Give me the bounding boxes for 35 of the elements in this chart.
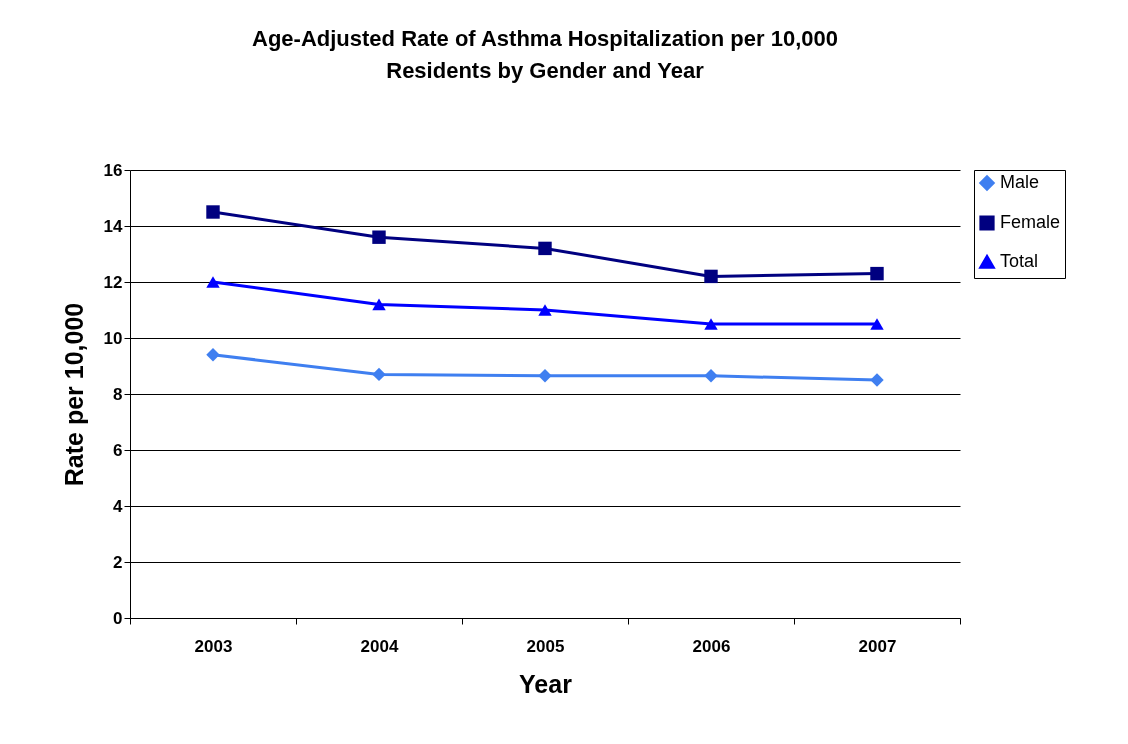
point [704,269,718,284]
point [704,369,718,383]
y-tick-label: 4 [113,496,124,516]
point [538,241,552,256]
legend-label: Female [1000,212,1061,232]
legend-label: Male [1000,172,1040,192]
y-tick-label: 12 [103,272,123,292]
point [704,318,718,330]
point [372,298,386,311]
point [538,304,552,316]
y-tick-label: 8 [113,384,123,404]
point [372,230,386,244]
x-tick-label: 2006 [692,636,731,656]
x-tick-label: 2005 [526,636,565,656]
point [870,266,884,281]
x-tick-label: 2004 [360,636,399,656]
point [870,318,884,330]
point [206,205,220,219]
y-tick-label: 16 [103,160,123,180]
x-tick-label: 2007 [858,636,897,656]
y-tick-label: 6 [113,440,123,460]
point [206,276,220,288]
chart-title: Age-Adjusted Rate of Asthma Hospitalization per 10,000 Residents by Gender and Year [252,26,838,83]
y-tick-label: 14 [103,216,124,236]
point [206,348,220,362]
y-tick-label: 0 [113,608,123,628]
legend-label: Total [1000,251,1039,271]
point [372,367,386,382]
y-tick-label: 10 [103,328,123,348]
x-axis-title: Year [519,669,573,698]
point [870,373,884,387]
x-tick-label: 2003 [194,636,233,656]
y-tick-label: 2 [113,552,123,572]
y-axis-title: Rate per 10,000 [59,302,88,487]
point [538,369,552,383]
